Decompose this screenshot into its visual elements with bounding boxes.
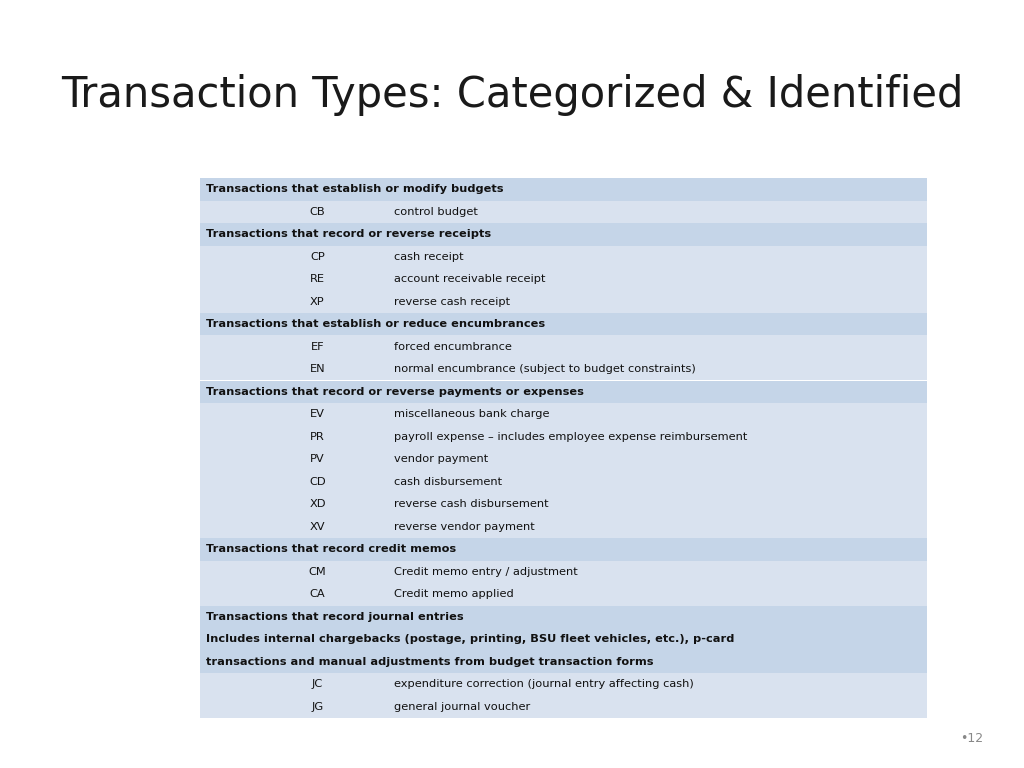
Text: Transactions that record credit memos: Transactions that record credit memos	[206, 545, 456, 554]
Text: Includes internal chargebacks (postage, printing, BSU fleet vehicles, etc.), p-c: Includes internal chargebacks (postage, …	[206, 634, 734, 644]
Text: reverse cash disbursement: reverse cash disbursement	[394, 499, 549, 509]
Text: cash receipt: cash receipt	[394, 252, 464, 262]
Text: general journal voucher: general journal voucher	[394, 702, 530, 712]
Text: forced encumbrance: forced encumbrance	[394, 342, 512, 352]
Text: PR: PR	[310, 432, 325, 442]
Text: account receivable receipt: account receivable receipt	[394, 274, 546, 284]
Text: Transactions that record journal entries: Transactions that record journal entries	[206, 612, 464, 622]
Text: XV: XV	[309, 521, 326, 531]
Text: EV: EV	[310, 409, 325, 419]
Text: reverse cash receipt: reverse cash receipt	[394, 296, 510, 306]
Text: transactions and manual adjustments from budget transaction forms: transactions and manual adjustments from…	[206, 657, 653, 667]
Text: CA: CA	[309, 589, 326, 599]
Text: cash disbursement: cash disbursement	[394, 477, 503, 487]
Text: Transactions that establish or modify budgets: Transactions that establish or modify bu…	[206, 184, 504, 194]
Text: CM: CM	[308, 567, 327, 577]
Text: EN: EN	[309, 364, 326, 374]
Text: XD: XD	[309, 499, 326, 509]
Text: Transactions that record or reverse payments or expenses: Transactions that record or reverse paym…	[206, 387, 584, 397]
Text: CP: CP	[310, 252, 325, 262]
Text: Transaction Types: Categorized & Identified: Transaction Types: Categorized & Identif…	[60, 74, 964, 116]
Text: •12: •12	[959, 732, 983, 745]
Text: Credit memo applied: Credit memo applied	[394, 589, 514, 599]
Text: Credit memo entry / adjustment: Credit memo entry / adjustment	[394, 567, 578, 577]
Text: JG: JG	[311, 702, 324, 712]
Text: XP: XP	[310, 296, 325, 306]
Text: EF: EF	[310, 342, 325, 352]
Text: Transactions that record or reverse receipts: Transactions that record or reverse rece…	[206, 230, 490, 240]
Text: RE: RE	[310, 274, 325, 284]
Text: PV: PV	[310, 454, 325, 464]
Text: control budget: control budget	[394, 207, 478, 217]
Text: expenditure correction (journal entry affecting cash): expenditure correction (journal entry af…	[394, 679, 694, 689]
Text: Transactions that establish or reduce encumbrances: Transactions that establish or reduce en…	[206, 319, 545, 329]
Text: CB: CB	[309, 207, 326, 217]
Text: JC: JC	[312, 679, 323, 689]
Text: CD: CD	[309, 477, 326, 487]
Text: reverse vendor payment: reverse vendor payment	[394, 521, 535, 531]
Text: miscellaneous bank charge: miscellaneous bank charge	[394, 409, 550, 419]
Text: payroll expense – includes employee expense reimbursement: payroll expense – includes employee expe…	[394, 432, 748, 442]
Text: normal encumbrance (subject to budget constraints): normal encumbrance (subject to budget co…	[394, 364, 696, 374]
Text: vendor payment: vendor payment	[394, 454, 488, 464]
